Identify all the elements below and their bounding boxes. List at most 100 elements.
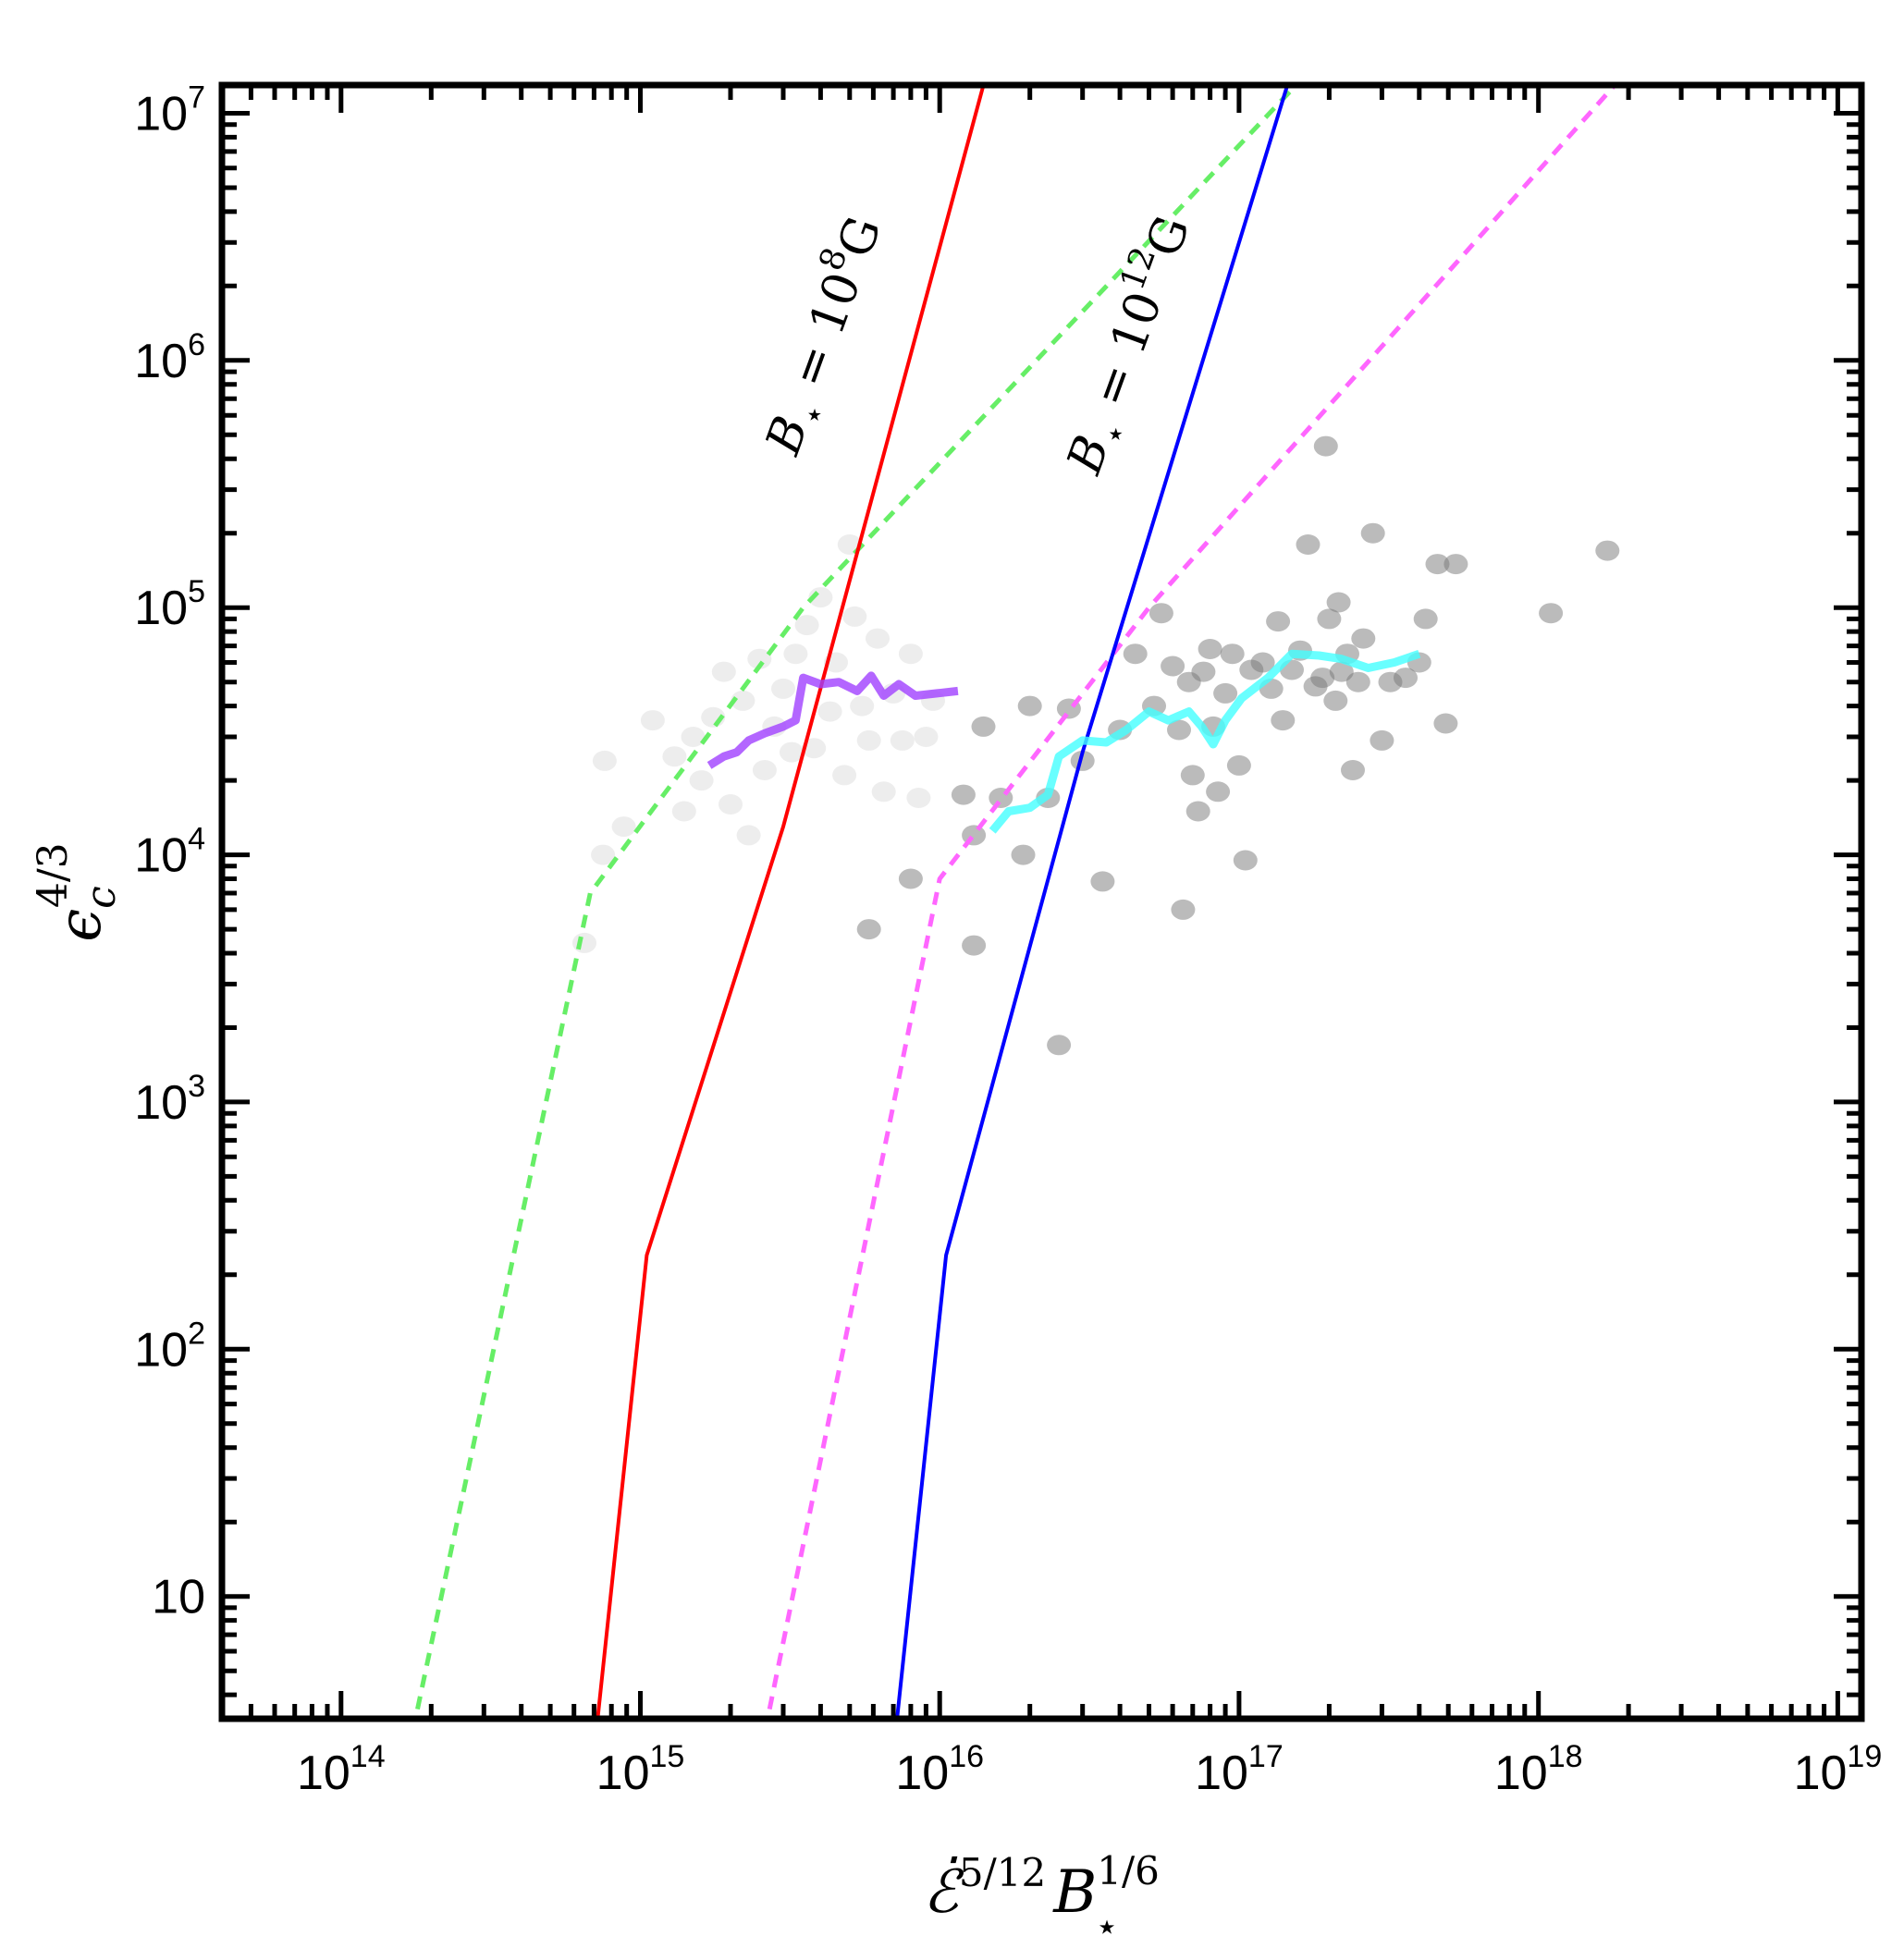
data-point bbox=[1595, 540, 1620, 561]
data-point bbox=[1345, 671, 1370, 692]
y-axis-title-base: ϵ bbox=[46, 909, 115, 942]
y-tick-mantissa: 10 bbox=[134, 88, 188, 141]
x-tick-mantissa: 10 bbox=[1794, 1746, 1848, 1800]
y-tick-mantissa: 10 bbox=[134, 829, 188, 883]
x-tick-exponent: 19 bbox=[1847, 1739, 1882, 1774]
data-point bbox=[1180, 765, 1205, 786]
axis-ticks bbox=[219, 85, 1861, 1719]
data-point bbox=[1161, 656, 1185, 677]
data-point bbox=[1220, 643, 1245, 665]
x-axis-title-base1: ℰ̇ bbox=[923, 1856, 964, 1927]
series-line bbox=[767, 85, 1617, 1710]
data-point bbox=[771, 678, 795, 699]
data-point bbox=[1011, 844, 1036, 865]
y-tick-mantissa: 10 bbox=[134, 1076, 188, 1130]
x-tick-mantissa: 10 bbox=[297, 1746, 350, 1800]
data-point bbox=[783, 643, 808, 665]
x-axis-title-base2: B bbox=[1052, 1858, 1097, 1927]
y-axis-title-exp: 4/3 bbox=[30, 842, 77, 908]
data-point bbox=[1206, 781, 1231, 803]
data-point bbox=[1047, 1035, 1072, 1056]
x-axis-title: ℰ̇5/12 B1/6 ⋆ bbox=[923, 1848, 1160, 1936]
data-point bbox=[1233, 850, 1258, 871]
data-point bbox=[1323, 690, 1348, 711]
data-point bbox=[747, 648, 772, 669]
data-point bbox=[1185, 801, 1210, 822]
y-axis-title-sub: c bbox=[78, 886, 125, 909]
y-tick-label: 10 bbox=[152, 1571, 205, 1624]
x-tick-mantissa: 10 bbox=[1494, 1746, 1548, 1800]
plot-frame bbox=[218, 81, 1865, 1722]
data-point bbox=[1341, 760, 1365, 780]
data-point bbox=[671, 801, 696, 822]
data-point bbox=[1149, 603, 1173, 624]
data-point bbox=[640, 710, 665, 731]
data-point bbox=[1271, 710, 1296, 731]
x-tick-mantissa: 10 bbox=[596, 1746, 650, 1800]
data-point bbox=[1326, 592, 1351, 613]
series-B=1e8G bbox=[596, 85, 986, 1719]
tick-labels: 1014 1015 1016 1017 1018 10191010210310410510… bbox=[134, 80, 1882, 1801]
data-point bbox=[711, 661, 736, 682]
data-point bbox=[719, 794, 743, 815]
data-point bbox=[1213, 682, 1238, 704]
data-point bbox=[871, 781, 896, 803]
x-tick-label: 1018 bbox=[1494, 1739, 1583, 1800]
series-magenta-dashed bbox=[767, 85, 1617, 1710]
data-point bbox=[1226, 754, 1251, 776]
series-line bbox=[895, 85, 1290, 1719]
data-point bbox=[1191, 661, 1216, 682]
x-tick-label: 1016 bbox=[895, 1739, 984, 1800]
x-tick-label: 1015 bbox=[596, 1739, 685, 1800]
data-point bbox=[1171, 899, 1196, 920]
y-tick-mantissa: 10 bbox=[134, 582, 188, 635]
data-point bbox=[1425, 554, 1450, 575]
series-B=1e12G bbox=[895, 85, 1290, 1719]
x-tick-exponent: 15 bbox=[650, 1739, 685, 1774]
data-point bbox=[611, 816, 636, 838]
y-tick-label: 107 bbox=[134, 80, 205, 141]
data-point bbox=[898, 643, 923, 665]
data-point bbox=[1123, 643, 1148, 665]
x-tick-label: 1017 bbox=[1195, 1739, 1284, 1800]
data-point bbox=[1351, 628, 1376, 649]
y-tick-label: 102 bbox=[134, 1316, 205, 1377]
data-point bbox=[842, 606, 867, 627]
y-tick-mantissa: 10 bbox=[134, 1323, 188, 1377]
data-point bbox=[1070, 750, 1095, 771]
data-point bbox=[592, 750, 617, 771]
data-point bbox=[817, 701, 842, 722]
x-axis-title-sub2: ⋆ bbox=[1095, 1904, 1119, 1936]
y-tick-exponent: 3 bbox=[188, 1069, 205, 1104]
data-point bbox=[1433, 713, 1458, 734]
data-point bbox=[890, 729, 915, 751]
data-point bbox=[1198, 639, 1222, 659]
x-tick-exponent: 18 bbox=[1548, 1739, 1583, 1774]
series-cyan-running-median bbox=[989, 649, 1421, 834]
data-point bbox=[898, 868, 923, 889]
x-tick-exponent: 17 bbox=[1248, 1739, 1284, 1774]
series-purple-running-median bbox=[706, 671, 959, 769]
data-point bbox=[971, 716, 996, 737]
y-tick-exponent: 4 bbox=[188, 822, 205, 857]
data-point bbox=[1266, 611, 1291, 632]
data-point bbox=[906, 788, 931, 808]
y-tick-mantissa: 10 bbox=[152, 1571, 205, 1624]
data-point bbox=[856, 729, 881, 751]
data-point bbox=[1017, 695, 1042, 717]
data-point bbox=[752, 760, 777, 780]
data-point bbox=[1329, 661, 1354, 682]
data-point bbox=[802, 738, 827, 759]
y-tick-exponent: 7 bbox=[188, 80, 205, 116]
data-point bbox=[1310, 668, 1335, 689]
data-point bbox=[780, 741, 804, 763]
data-point bbox=[1360, 522, 1385, 544]
y-tick-exponent: 6 bbox=[188, 327, 205, 362]
y-tick-exponent: 2 bbox=[188, 1316, 205, 1351]
x-tick-exponent: 16 bbox=[949, 1739, 984, 1774]
data-point bbox=[1394, 668, 1418, 689]
data-point bbox=[662, 746, 687, 767]
data-point bbox=[1296, 534, 1321, 555]
